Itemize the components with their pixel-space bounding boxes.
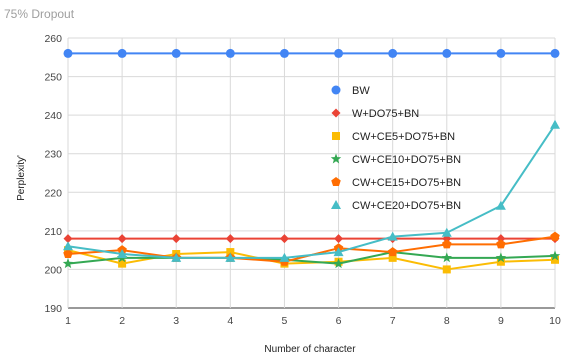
y-axis-title: Perplexity': [16, 155, 27, 201]
legend-marker: [331, 177, 341, 187]
data-point: [495, 252, 507, 263]
data-point: [334, 234, 344, 244]
data-point: [388, 253, 397, 262]
axes: 190 200 210 220 230 240 250 260 1 2 3 4 5 6 7 8 9 10: [44, 33, 561, 327]
data-point: [551, 255, 559, 264]
data-point: [225, 48, 235, 58]
chart-title: 75% Dropout: [4, 7, 75, 21]
data-point: [442, 48, 452, 58]
y-tick-label: 190: [44, 303, 62, 315]
data-point: [63, 48, 73, 58]
y-tick-label: 210: [44, 226, 62, 238]
data-point: [387, 231, 398, 241]
legend-marker: [331, 200, 341, 209]
x-tick-label: 2: [119, 315, 125, 327]
data-point: [225, 234, 235, 244]
legend-label: CW+CE20+DO75+BN: [352, 200, 461, 212]
legend: BW W+DO75+BN CW+CE5+DO75+BN CW+CE10+DO75+BN…: [330, 85, 461, 212]
legend-label: BW: [352, 85, 370, 97]
y-tick-label: 220: [44, 187, 62, 199]
data-point: [279, 48, 289, 58]
data-point: [225, 252, 236, 262]
legend-label: CW+CE5+DO75+BN: [352, 131, 455, 143]
data-point: [117, 48, 127, 58]
data-point: [441, 252, 453, 263]
x-tick-label: 10: [549, 315, 561, 327]
y-tick-label: 230: [44, 149, 62, 161]
data-point: [279, 252, 290, 262]
x-axis-title: Number of character: [264, 344, 356, 355]
x-tick-label: 8: [444, 315, 450, 327]
data-point: [63, 241, 73, 251]
y-tick-label: 250: [44, 72, 62, 84]
legend-label: CW+CE15+DO75+BN: [352, 177, 461, 189]
series-group: [63, 119, 560, 262]
data-point: [117, 234, 127, 244]
y-tick-label: 240: [44, 110, 62, 122]
data-point: [550, 231, 560, 241]
data-point: [442, 265, 451, 274]
legend-label: W+DO75+BN: [352, 108, 419, 120]
data-point: [279, 234, 289, 244]
x-tick-label: 3: [173, 315, 179, 327]
data-point: [63, 234, 73, 244]
legend-label: CW+CE10+DO75+BN: [352, 154, 461, 166]
series-group: [63, 48, 560, 58]
legend-marker: [331, 108, 341, 118]
data-point: [496, 48, 506, 58]
data-point: [442, 239, 452, 249]
data-point: [496, 239, 506, 249]
data-point: [495, 200, 506, 210]
x-tick-label: 7: [390, 315, 396, 327]
data-point: [333, 247, 344, 257]
legend-marker: [330, 153, 342, 164]
x-tick-label: 1: [65, 315, 71, 327]
data-point: [496, 234, 506, 244]
data-point: [333, 258, 344, 269]
data-point: [550, 119, 560, 129]
data-point: [171, 252, 182, 262]
x-tick-label: 4: [227, 315, 233, 327]
data-point: [441, 227, 452, 237]
data-point: [226, 248, 235, 257]
y-tick-label: 260: [44, 33, 62, 45]
series-group: [63, 234, 560, 244]
data-point: [549, 250, 561, 261]
legend-marker: [331, 85, 341, 95]
data-point: [334, 48, 344, 58]
data-point: [171, 234, 181, 244]
x-tick-label: 9: [498, 315, 504, 327]
data-point: [387, 247, 398, 257]
x-tick-label: 6: [336, 315, 342, 327]
legend-marker: [332, 132, 340, 140]
data-point: [117, 249, 128, 258]
data-point: [63, 249, 73, 259]
data-point: [171, 48, 181, 58]
data-point: [550, 48, 560, 58]
data-point: [118, 259, 127, 268]
series-lines: [62, 48, 561, 274]
data-point: [62, 258, 74, 269]
y-tick-label: 200: [44, 264, 62, 276]
x-tick-label: 5: [282, 315, 288, 327]
series-line: [67, 251, 556, 265]
data-point: [496, 257, 505, 266]
data-point: [388, 48, 398, 58]
series-line: [67, 124, 556, 259]
grid: [67, 37, 556, 309]
